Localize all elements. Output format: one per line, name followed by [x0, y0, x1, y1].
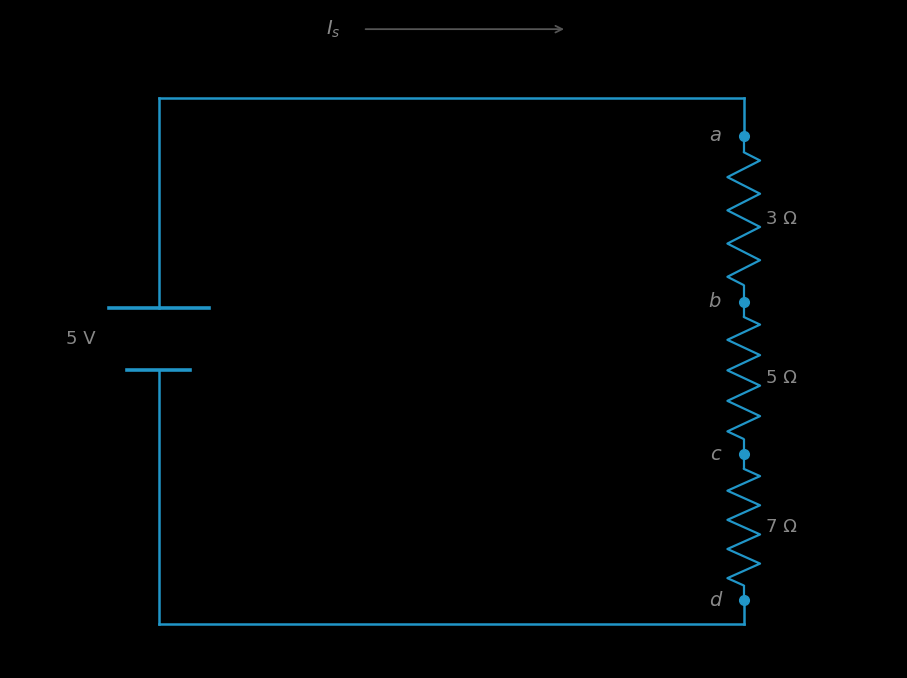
Text: b: b: [708, 292, 721, 311]
Text: a: a: [709, 126, 721, 145]
Text: c: c: [710, 445, 721, 464]
Text: 5 V: 5 V: [65, 330, 95, 348]
Text: d: d: [708, 591, 721, 610]
Text: 7 Ω: 7 Ω: [766, 518, 797, 536]
Text: 3 Ω: 3 Ω: [766, 210, 797, 228]
Text: 5 Ω: 5 Ω: [766, 369, 797, 387]
Text: $\mathit{I}_\mathit{s}$: $\mathit{I}_\mathit{s}$: [326, 18, 340, 40]
